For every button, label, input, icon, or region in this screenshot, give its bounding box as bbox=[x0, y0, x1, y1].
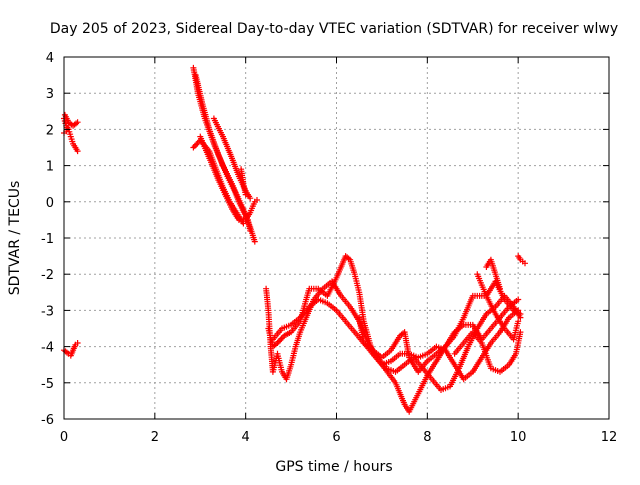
x-tick-label: 10 bbox=[510, 430, 527, 445]
y-tick-label: 1 bbox=[46, 160, 54, 175]
data-point bbox=[74, 148, 81, 155]
data-point bbox=[522, 260, 528, 267]
y-tick-label: -6 bbox=[41, 413, 54, 428]
data-point bbox=[515, 296, 522, 303]
y-tick-label: 3 bbox=[46, 87, 54, 102]
data-point bbox=[517, 329, 524, 336]
data-point bbox=[515, 307, 522, 314]
y-tick-label: -5 bbox=[41, 377, 54, 392]
y-tick-label: 2 bbox=[46, 123, 54, 138]
data-point bbox=[190, 144, 197, 151]
grid-layer bbox=[64, 57, 609, 419]
y-tick-label: -1 bbox=[41, 232, 54, 247]
data-point bbox=[74, 340, 81, 346]
y-tick-label: -3 bbox=[41, 304, 54, 319]
y-tick-label: -4 bbox=[41, 341, 54, 356]
data-point bbox=[251, 238, 258, 245]
data-point bbox=[247, 195, 254, 202]
x-tick-label: 6 bbox=[332, 430, 340, 445]
data-points bbox=[61, 64, 528, 415]
data-point bbox=[247, 227, 254, 234]
data-point bbox=[497, 285, 503, 292]
y-tick-label: -2 bbox=[41, 268, 54, 283]
x-tick-label: 0 bbox=[60, 430, 68, 445]
x-tick-label: 4 bbox=[242, 430, 250, 445]
chart-title: Day 205 of 2023, Sidereal Day-to-day VTE… bbox=[50, 21, 618, 37]
x-tick-label: 12 bbox=[601, 430, 618, 445]
x-tick-label: 2 bbox=[151, 430, 159, 445]
y-tick-label: 4 bbox=[46, 51, 54, 66]
data-point bbox=[74, 119, 81, 126]
data-point bbox=[242, 191, 249, 198]
data-point bbox=[517, 314, 524, 321]
y-tick-label: 0 bbox=[46, 196, 54, 211]
x-axis-label: GPS time / hours bbox=[275, 459, 392, 475]
x-tick-label: 8 bbox=[423, 430, 431, 445]
y-axis-label: SDTVAR / TECUs bbox=[7, 181, 23, 296]
data-point bbox=[515, 318, 522, 325]
data-point bbox=[254, 197, 260, 203]
